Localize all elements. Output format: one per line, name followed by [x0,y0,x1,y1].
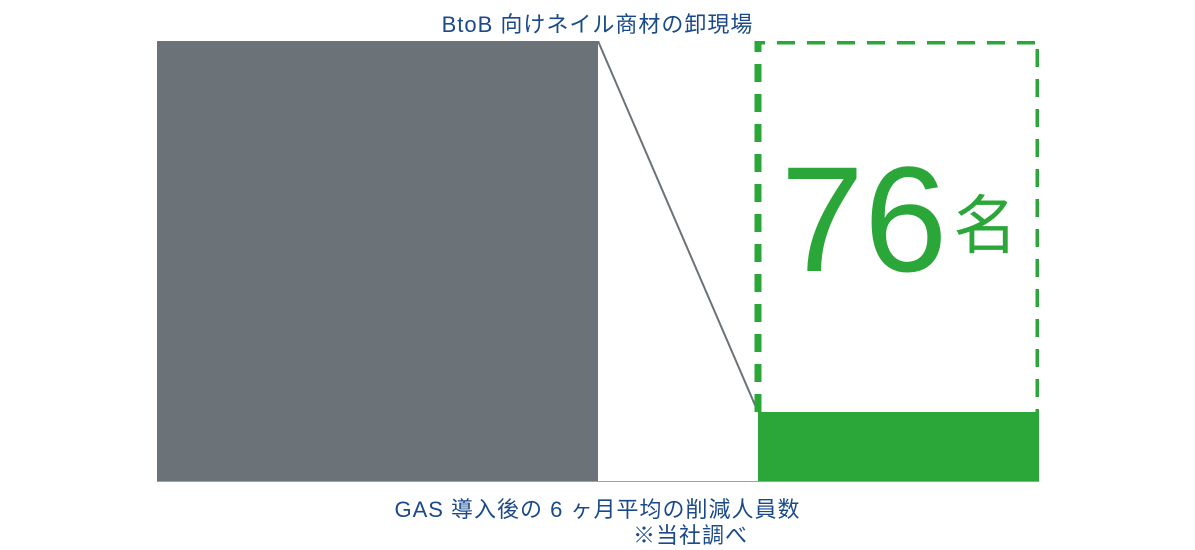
chart-title: BtoB 向けネイル商材の卸現場 [442,7,754,39]
funnel-top-line [598,41,758,412]
reduction-chart: 76名 [157,41,1039,482]
chart-note: ※当社調べ [633,518,748,550]
after-bar [758,412,1039,482]
reduction-value: 76名 [781,135,1018,303]
reduction-unit: 名 [953,190,1017,262]
reduction-number: 76 [781,135,948,303]
before-bar [157,41,598,482]
